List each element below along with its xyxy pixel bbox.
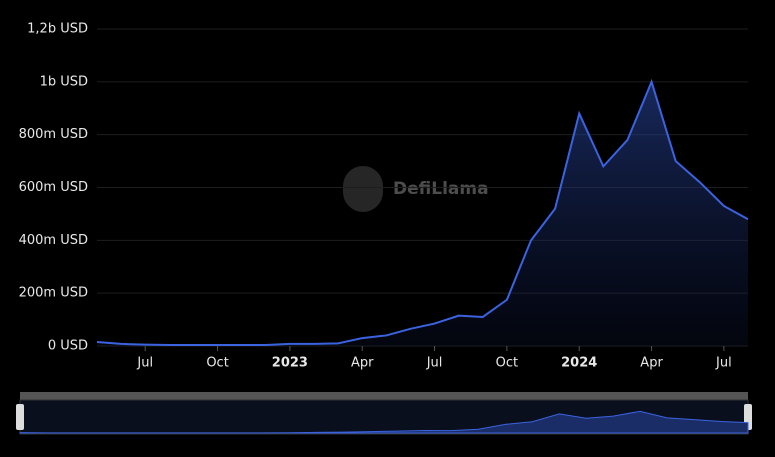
x-tick-label: Jul bbox=[136, 356, 153, 371]
area bbox=[97, 81, 748, 346]
y-tick-label: 0 USD bbox=[48, 339, 88, 354]
y-tick-label: 800m USD bbox=[19, 127, 88, 142]
watermark-logo bbox=[343, 166, 383, 212]
x-tick-label: Jul bbox=[426, 356, 443, 371]
x-tick-label: Apr bbox=[640, 356, 663, 371]
y-tick-label: 600m USD bbox=[19, 180, 88, 195]
navigator-handle[interactable] bbox=[16, 404, 24, 430]
x-tick-label: Oct bbox=[206, 356, 228, 371]
watermark: DefiLlama bbox=[393, 179, 489, 199]
y-tick-label: 1b USD bbox=[40, 74, 88, 89]
y-tick-label: 400m USD bbox=[19, 233, 88, 248]
x-tick-label: Apr bbox=[351, 356, 374, 371]
navigator-area bbox=[19, 410, 749, 434]
navigator-bar[interactable] bbox=[20, 392, 748, 400]
plot: 0 USD 200m USD 400m USD 600m USD 800m USD 1b … bbox=[19, 22, 749, 371]
x-tick-label: Jul bbox=[715, 356, 732, 371]
y-tick-label: 200m USD bbox=[19, 286, 88, 301]
x-tick-label: 2023 bbox=[272, 356, 308, 371]
x-tick-label: Oct bbox=[496, 356, 518, 371]
x-tick-label: 2024 bbox=[561, 356, 597, 371]
line bbox=[96, 78, 749, 346]
y-tick-label: 1,2b USD bbox=[27, 22, 88, 37]
watermark-group: DefiLlama bbox=[343, 166, 489, 212]
navigator-series bbox=[19, 410, 749, 434]
